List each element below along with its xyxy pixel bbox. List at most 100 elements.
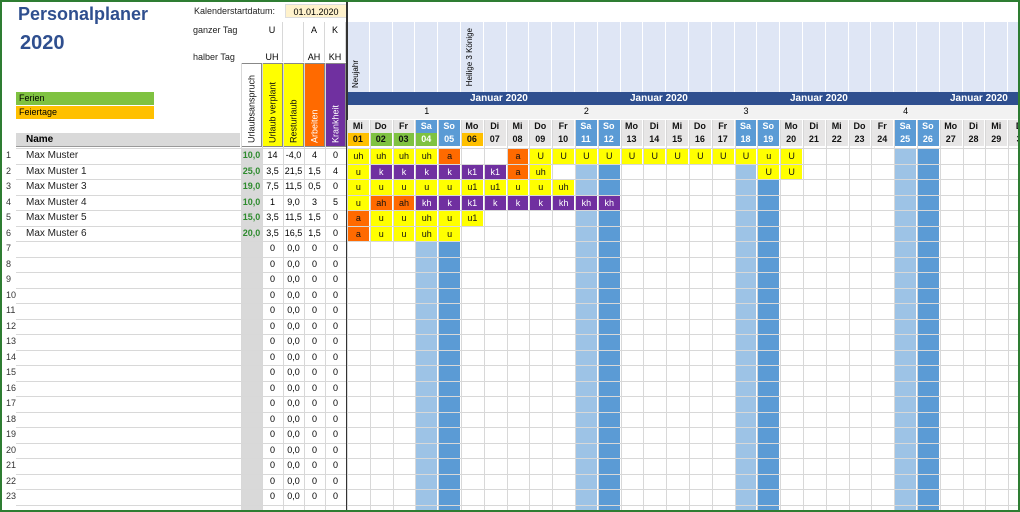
plan-cell[interactable]: u: [348, 196, 369, 211]
cell-anspruch[interactable]: 20,0: [241, 226, 262, 241]
cell-verplant: 0: [262, 350, 283, 365]
plan-cell[interactable]: u1: [462, 211, 483, 226]
cell-anspruch[interactable]: 25,0: [241, 164, 262, 179]
month-label: Januar 2020: [470, 92, 528, 105]
plan-cell[interactable]: k: [508, 196, 529, 211]
employee-name[interactable]: Max Muster 5: [16, 210, 240, 225]
plan-cell[interactable]: u: [416, 180, 437, 195]
plan-cell[interactable]: k: [439, 196, 460, 211]
plan-cell[interactable]: u: [371, 180, 392, 195]
start-date-input[interactable]: 01.01.2020: [285, 4, 347, 18]
day-name-19: So: [757, 120, 779, 133]
employee-name[interactable]: Max Muster 1: [16, 164, 240, 179]
plan-cell[interactable]: u: [530, 180, 551, 195]
plan-cell[interactable]: U: [622, 149, 643, 164]
plan-cell[interactable]: u: [394, 211, 415, 226]
plan-cell[interactable]: uh: [371, 149, 392, 164]
plan-cell[interactable]: kh: [553, 196, 574, 211]
cell-arbeiten: 0: [304, 319, 325, 334]
cell-anspruch[interactable]: 10,0: [241, 148, 262, 163]
plan-cell[interactable]: u1: [485, 180, 506, 195]
plan-cell[interactable]: ah: [394, 196, 415, 211]
employee-name[interactable]: Max Muster 4: [16, 195, 240, 210]
plan-cell[interactable]: k: [371, 165, 392, 180]
row-line: [16, 288, 1020, 289]
plan-cell[interactable]: u1: [462, 180, 483, 195]
day-top-cell: [894, 22, 916, 92]
plan-cell[interactable]: U: [644, 149, 665, 164]
cell-krank: 4: [325, 164, 346, 179]
plan-cell[interactable]: u: [439, 227, 460, 242]
plan-cell[interactable]: U: [713, 149, 734, 164]
plan-cell[interactable]: uh: [416, 227, 437, 242]
plan-cell[interactable]: U: [576, 149, 597, 164]
plan-cell[interactable]: u: [508, 180, 529, 195]
plan-cell[interactable]: kh: [416, 196, 437, 211]
cell-rest: 0,0: [283, 241, 304, 256]
cell-anspruch[interactable]: 15,0: [241, 210, 262, 225]
cell-krank: 0: [325, 272, 346, 287]
header-krankheit: Krankheit: [325, 63, 346, 147]
cell-krank: 0: [325, 257, 346, 272]
plan-cell[interactable]: U: [599, 149, 620, 164]
plan-cell[interactable]: u: [348, 165, 369, 180]
plan-cell[interactable]: uh: [530, 165, 551, 180]
row-number: 16: [6, 383, 16, 393]
plan-cell[interactable]: u: [439, 211, 460, 226]
plan-cell[interactable]: k: [394, 165, 415, 180]
plan-cell[interactable]: u: [371, 211, 392, 226]
plan-cell[interactable]: kh: [599, 196, 620, 211]
cell-anspruch[interactable]: 10,0: [241, 195, 262, 210]
plan-cell[interactable]: uh: [394, 149, 415, 164]
row-line: [16, 319, 1020, 320]
day-top-cell: [871, 22, 893, 92]
plan-cell[interactable]: uh: [416, 211, 437, 226]
plan-cell[interactable]: U: [781, 165, 802, 180]
plan-cell[interactable]: U: [781, 149, 802, 164]
plan-cell[interactable]: uh: [416, 149, 437, 164]
plan-cell[interactable]: u: [394, 227, 415, 242]
plan-cell[interactable]: k: [530, 196, 551, 211]
plan-cell[interactable]: uh: [553, 180, 574, 195]
employee-name[interactable]: Max Muster 6: [16, 226, 240, 241]
employee-name[interactable]: Max Muster 3: [16, 179, 240, 194]
plan-cell[interactable]: u: [371, 227, 392, 242]
plan-cell[interactable]: a: [508, 165, 529, 180]
plan-cell[interactable]: a: [348, 227, 369, 242]
row-number: 9: [6, 274, 11, 284]
plan-cell[interactable]: U: [530, 149, 551, 164]
plan-cell[interactable]: k1: [462, 165, 483, 180]
plan-cell[interactable]: ah: [371, 196, 392, 211]
plan-cell[interactable]: U: [690, 149, 711, 164]
plan-cell[interactable]: U: [553, 149, 574, 164]
cell-arbeiten: 0: [304, 288, 325, 303]
plan-cell[interactable]: U: [736, 149, 757, 164]
plan-cell[interactable]: u: [394, 180, 415, 195]
plan-cell[interactable]: k: [416, 165, 437, 180]
cell-verplant: 0: [262, 381, 283, 396]
cell-anspruch[interactable]: 19,0: [241, 179, 262, 194]
cell-arbeiten: 0: [304, 412, 325, 427]
plan-cell[interactable]: U: [667, 149, 688, 164]
row-number: 13: [6, 336, 16, 346]
plan-cell[interactable]: U: [758, 165, 779, 180]
plan-cell[interactable]: k: [485, 196, 506, 211]
cell-verplant: 0: [262, 489, 283, 504]
plan-cell[interactable]: a: [508, 149, 529, 164]
day-name-01: Mi: [347, 120, 369, 133]
plan-cell[interactable]: u: [439, 180, 460, 195]
plan-cell[interactable]: k1: [485, 165, 506, 180]
plan-cell[interactable]: k: [439, 165, 460, 180]
row-number: 6: [6, 228, 11, 238]
cell-arbeiten: 0: [304, 272, 325, 287]
plan-cell[interactable]: k1: [462, 196, 483, 211]
plan-cell[interactable]: a: [439, 149, 460, 164]
row-line: [16, 412, 1020, 413]
plan-cell[interactable]: uh: [348, 149, 369, 164]
employee-name[interactable]: Max Muster: [16, 148, 240, 163]
plan-cell[interactable]: a: [348, 211, 369, 226]
plan-cell[interactable]: u: [758, 149, 779, 164]
plan-cell[interactable]: kh: [576, 196, 597, 211]
plan-cell[interactable]: u: [348, 180, 369, 195]
day-top-cell: [826, 22, 848, 92]
